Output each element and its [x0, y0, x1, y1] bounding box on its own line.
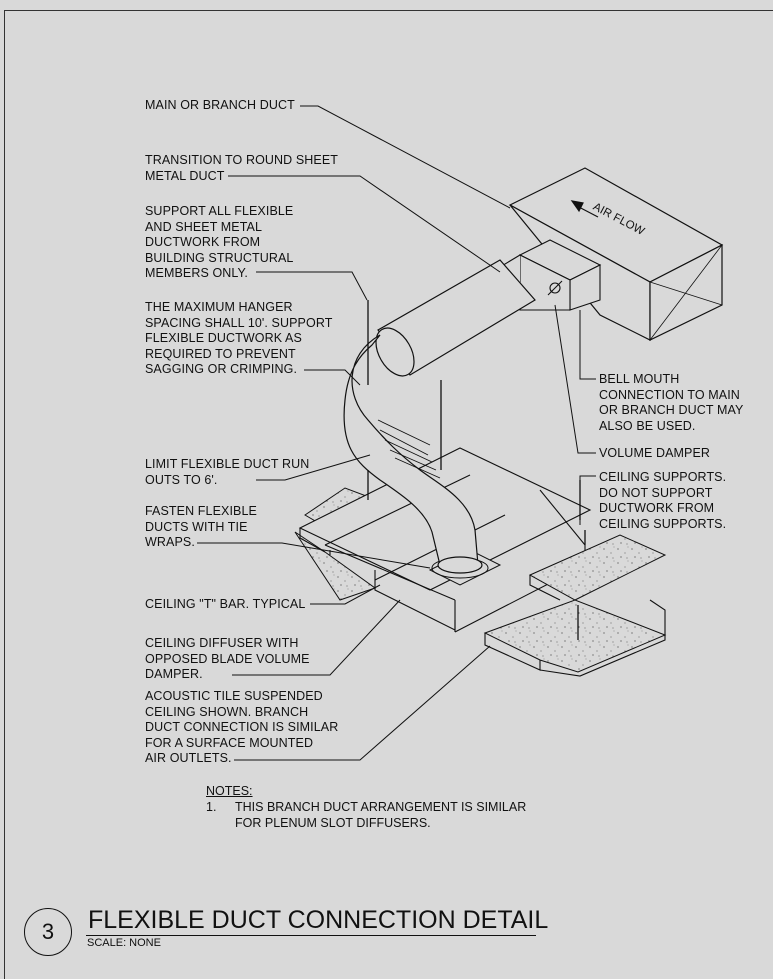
round-sheet-metal-duct [375, 259, 536, 377]
sheet-border [4, 10, 773, 979]
detail-scale: SCALE: NONE [87, 937, 161, 949]
title-underline [86, 935, 536, 936]
label-limit-flex: LIMIT FLEXIBLE DUCT RUN OUTS TO 6'. [145, 457, 310, 487]
hanger-rods [367, 300, 586, 640]
detail-title: FLEXIBLE DUCT CONNECTION DETAIL [88, 906, 549, 934]
detail-bubble [24, 908, 72, 956]
flexible-duct [343, 334, 483, 574]
leader-lines [197, 105, 596, 761]
ceiling-tile-right [483, 534, 667, 673]
label-acoustic: ACOUSTIC TILE SUSPENDED CEILING SHOWN. B… [145, 689, 339, 765]
ceiling-tile-right-edges [484, 575, 666, 677]
label-transition: TRANSITION TO ROUND SHEET METAL DUCT [145, 153, 339, 183]
label-main-branch-duct: MAIN OR BRANCH DUCT [145, 98, 295, 112]
air-flow-arrow [570, 200, 599, 218]
notes-heading: NOTES: [206, 784, 253, 798]
note-item-number: 1. [206, 800, 217, 814]
label-support: SUPPORT ALL FLEXIBLE AND SHEET METAL DUC… [145, 204, 294, 280]
label-volume-damper: VOLUME DAMPER [599, 446, 711, 460]
label-bell-mouth: BELL MOUTH CONNECTION TO MAIN OR BRANCH … [599, 372, 744, 433]
label-hanger-spacing: THE MAXIMUM HANGER SPACING SHALL 10'. SU… [145, 300, 333, 376]
note-item-text: THIS BRANCH DUCT ARRANGEMENT IS SIMILAR … [235, 800, 527, 830]
label-t-bar: CEILING "T" BAR. TYPICAL [145, 597, 306, 611]
detail-number: 3 [41, 919, 55, 944]
label-diffuser: CEILING DIFFUSER WITH OPPOSED BLADE VOLU… [145, 636, 310, 681]
label-fasten: FASTEN FLEXIBLE DUCTS WITH TIE WRAPS. [145, 504, 257, 549]
label-ceiling-supports: CEILING SUPPORTS. DO NOT SUPPORT DUCTWOR… [599, 470, 727, 531]
